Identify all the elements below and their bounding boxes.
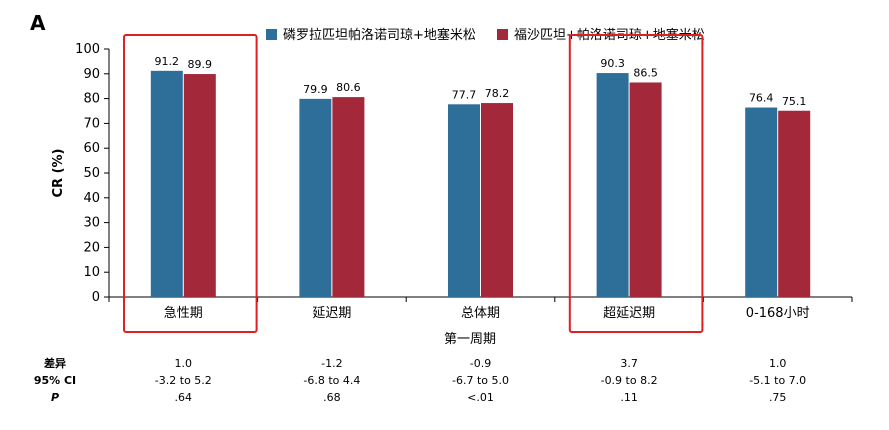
legend-label-series-1: 磷罗拉匹坦帕洛诺司琼+地塞米松	[283, 27, 476, 43]
y-tick-label: 40	[83, 191, 100, 206]
bar-series-2	[183, 74, 216, 297]
bar-value-label: 79.9	[303, 83, 328, 96]
bar-value-label: 80.6	[336, 81, 361, 94]
x-ticks: 急性期 延迟期 总体期 超延迟期 0-168小时	[108, 297, 853, 321]
bar-series-1	[150, 70, 183, 297]
bar-series-2	[332, 97, 365, 297]
bar-value-label: 77.7	[452, 88, 477, 101]
x-tick-label: 延迟期	[312, 306, 351, 321]
x-tick-label: 超延迟期	[603, 306, 655, 321]
bar-series-2	[481, 103, 513, 298]
bar-value-label: 91.2	[155, 55, 180, 68]
bar-series-2	[778, 110, 811, 297]
stat-difference-value: 1.0	[769, 357, 787, 370]
y-tick-label: 0	[92, 290, 100, 305]
stat-difference-value: -0.9	[470, 357, 491, 370]
bar-value-label: 78.2	[485, 87, 510, 100]
y-tick-label: 10	[83, 265, 100, 280]
bar-value-label: 86.5	[633, 66, 658, 79]
legend-swatch-series-1	[266, 29, 277, 40]
stat-difference-value: -1.2	[321, 357, 342, 370]
bar-value-label: 90.3	[600, 57, 625, 70]
x-tick-label: 总体期	[461, 306, 500, 321]
highlight-box	[123, 34, 258, 333]
bar-series-1	[745, 107, 778, 297]
bar-series-1	[596, 73, 629, 297]
stat-p-value: <.01	[467, 391, 494, 404]
y-tick-label: 70	[83, 116, 100, 131]
x-tick-label: 急性期	[164, 306, 203, 321]
x-tick-label: 0-168小时	[746, 306, 810, 321]
stat-ci-value: -6.8 to 4.4	[303, 374, 360, 387]
y-ticks: 0 10 20 30 40 50 60 70 80 90 100	[75, 42, 109, 305]
panel-label: A	[30, 11, 46, 35]
y-axis-title: CR (%)	[51, 149, 66, 198]
stat-row-label-ci: 95% CI	[34, 374, 76, 387]
stat-ci-value: -0.9 to 8.2	[601, 374, 658, 387]
stat-p-value: .64	[175, 391, 193, 404]
stat-p-value: .68	[323, 391, 341, 404]
y-tick-label: 20	[83, 240, 100, 255]
stat-p-value: .75	[769, 391, 787, 404]
bar-value-label: 89.9	[188, 58, 213, 71]
y-tick-label: 50	[83, 166, 100, 181]
bar-series-1	[299, 98, 332, 298]
legend-swatch-series-2	[497, 29, 508, 40]
y-tick-label: 80	[83, 92, 100, 107]
stat-p-value: .11	[620, 391, 638, 404]
bar-value-label: 75.1	[782, 95, 807, 108]
stat-difference-value: 1.0	[175, 357, 193, 370]
y-tick-label: 100	[75, 42, 100, 57]
highlight-box	[568, 34, 704, 333]
stat-row-label-p: P	[51, 391, 59, 404]
highlight-boxes	[123, 34, 704, 333]
stat-ci-value: -6.7 to 5.0	[452, 374, 509, 387]
bar-series-2	[629, 82, 662, 297]
stats-table: 差异 95% CI P 1.0 -1.2 -0.9 3.7 1.0 -3.2 to 5.2…	[34, 356, 806, 404]
stat-difference-value: 3.7	[620, 357, 638, 370]
x-axis-title: 第一周期	[444, 332, 496, 347]
bar-series-1	[448, 104, 480, 297]
y-tick-label: 60	[83, 141, 100, 156]
bar-value-label: 76.4	[749, 92, 774, 105]
bars: 91.2 79.9 77.7 90.3 76.4 89.9 80.6 78.2 86.5 75.1	[150, 55, 811, 298]
stat-row-label-difference: 差异	[44, 356, 66, 370]
stat-ci-value: -3.2 to 5.2	[155, 374, 212, 387]
y-tick-label: 90	[83, 67, 100, 82]
stat-ci-value: -5.1 to 7.0	[749, 374, 806, 387]
y-tick-label: 30	[83, 216, 100, 231]
